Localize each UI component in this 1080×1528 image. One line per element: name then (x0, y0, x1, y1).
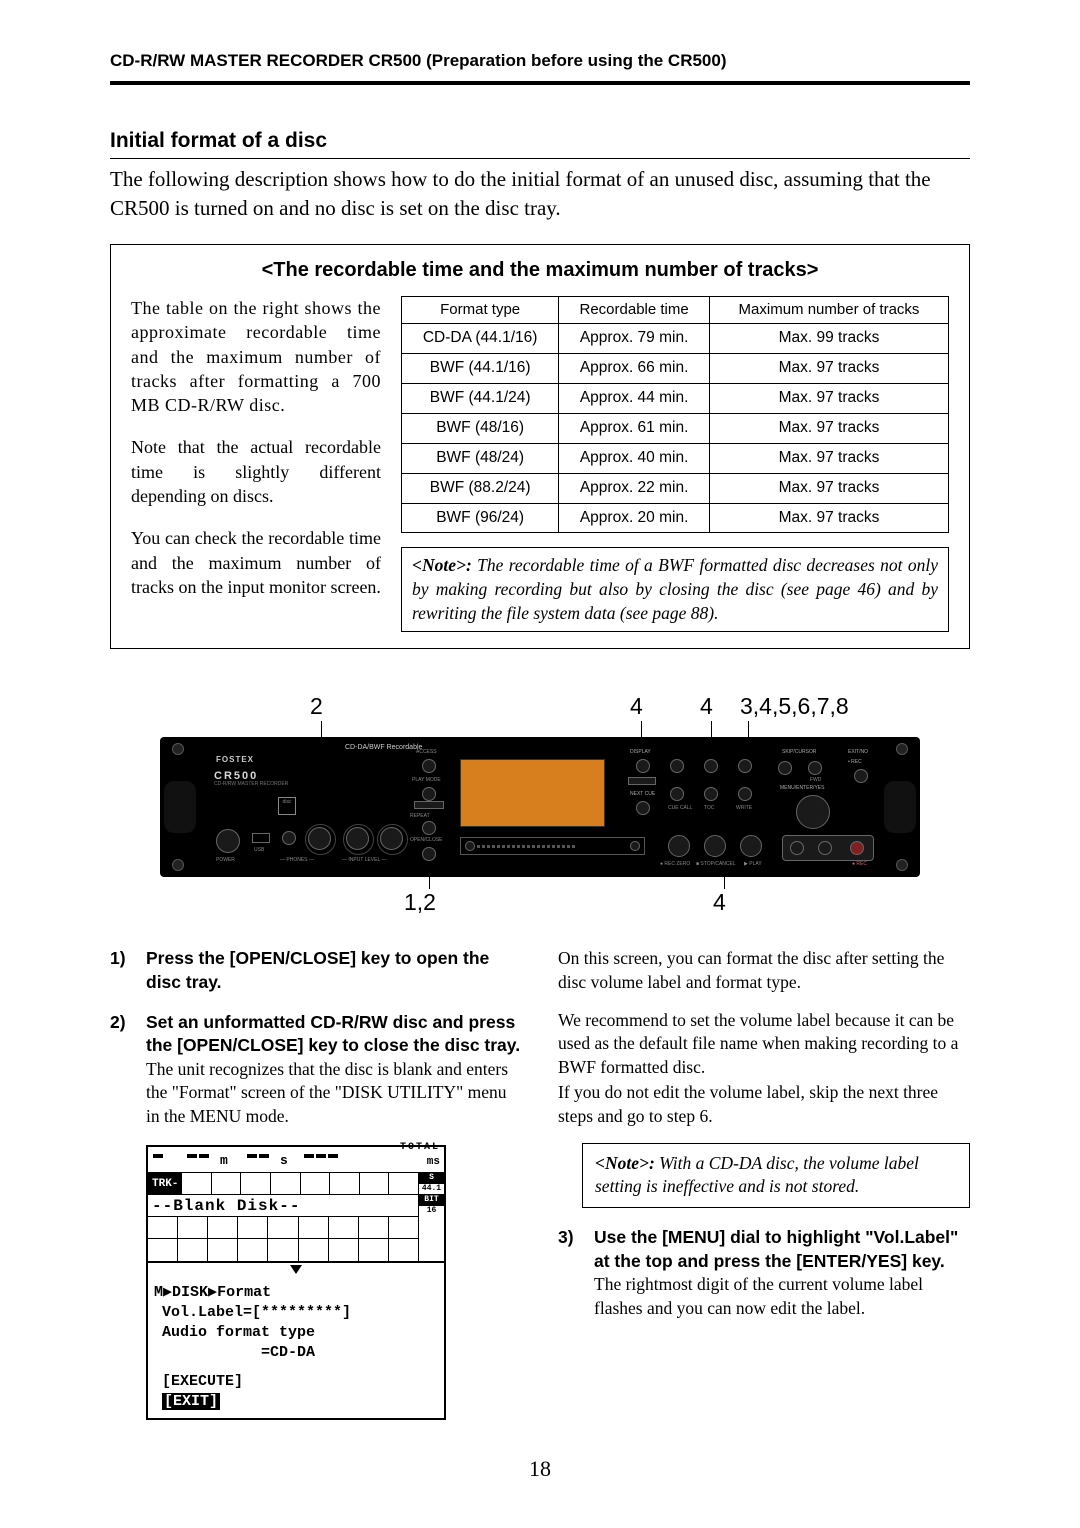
grid-2[interactable] (704, 759, 718, 773)
skip-right[interactable] (808, 761, 822, 775)
table-row: BWF (88.2/24)Approx. 22 min.Max. 97 trac… (402, 473, 949, 503)
transport-b1[interactable] (668, 835, 690, 857)
nextcue-button[interactable] (636, 801, 650, 815)
grid-3[interactable] (738, 759, 752, 773)
input-level-l-knob[interactable] (346, 827, 369, 850)
note-label: <Note>: (412, 555, 472, 575)
step-lead: Set an unformatted CD-R/RW disc and pres… (146, 1012, 520, 1056)
step-rest: The unit recognizes that the disc is bla… (146, 1059, 508, 1126)
intro-paragraph: The following description shows how to d… (110, 165, 970, 222)
right-column: On this screen, you can format the disc … (558, 947, 970, 1420)
brand-label: FOSTEX (216, 755, 254, 766)
step-rest: The rightmost digit of the current volum… (594, 1274, 923, 1318)
menu-dial[interactable] (796, 795, 830, 829)
callout-label: 3,4,5,6,7,8 (740, 691, 849, 722)
infobox-p3: You can check the recordable time and th… (131, 526, 381, 599)
callout-label: 2 (310, 691, 323, 722)
grid-6[interactable] (738, 787, 752, 801)
display-sub[interactable] (628, 777, 656, 785)
grid-1[interactable] (670, 759, 684, 773)
infobox-p2: Note that the actual recordable time is … (131, 435, 381, 508)
table-row: BWF (44.1/16)Approx. 66 min.Max. 97 trac… (402, 353, 949, 383)
callout-label: 1,2 (404, 887, 436, 918)
right-p1: On this screen, you can format the disc … (558, 947, 970, 994)
skip-left[interactable] (778, 761, 792, 775)
instruction-columns: 1) Press the [OPEN/CLOSE] key to open th… (110, 947, 970, 1420)
disc-logo-icon: disc (278, 797, 296, 815)
step-2: 2) Set an unformatted CD-R/RW disc and p… (110, 1011, 522, 1129)
step-lead: Use the [MENU] dial to highlight "Vol.La… (594, 1227, 958, 1271)
table-header: Maximum number of tracks (709, 296, 948, 323)
playmode-button[interactable] (422, 787, 436, 801)
left-column: 1) Press the [OPEN/CLOSE] key to open th… (110, 947, 522, 1420)
level-meter (460, 837, 645, 855)
running-header: CD-R/RW MASTER RECORDER CR500 (Preparati… (110, 50, 970, 85)
play-button[interactable] (740, 835, 762, 857)
open-close-button[interactable] (422, 847, 436, 861)
usb-port[interactable] (252, 833, 270, 843)
format-note: <Note>: The recordable time of a BWF for… (401, 547, 949, 632)
infobox-p1: The table on the right shows the approxi… (131, 296, 381, 417)
section-title: Initial format of a disc (110, 127, 970, 159)
grid-5[interactable] (704, 787, 718, 801)
step-lead: Press the [OPEN/CLOSE] key to open the d… (146, 948, 489, 992)
step-num: 1) (110, 947, 132, 994)
power-button[interactable] (216, 829, 240, 853)
lcd-menu-area: M▶DISK▶Format Vol.Label=[*********] Audi… (148, 1281, 444, 1419)
table-row: BWF (48/16)Approx. 61 min.Max. 97 tracks (402, 413, 949, 443)
page-number: 18 (110, 1454, 970, 1484)
infobox-left-text: The table on the right shows the approxi… (131, 296, 381, 599)
step-3: 3) Use the [MENU] dial to highlight "Vol… (558, 1226, 970, 1321)
phones-jack[interactable] (282, 831, 296, 845)
lcd-screen (460, 759, 605, 827)
cdda-note: <Note>: With a CD-DA disc, the volume la… (582, 1143, 970, 1208)
input-level-r-knob[interactable] (380, 827, 403, 850)
stop-button[interactable] (704, 835, 726, 857)
grid-4[interactable] (670, 787, 684, 801)
device-front-panel: FOSTEX CR500 CD-R/RW MASTER RECORDER CD-… (160, 737, 920, 877)
table-header: Recordable time (559, 296, 710, 323)
table-row: BWF (96/24)Approx. 20 min.Max. 97 tracks (402, 503, 949, 533)
peakhold-button[interactable] (414, 801, 444, 809)
step-num: 3) (558, 1226, 580, 1321)
recordable-label: CD-DA/BWF Recordable (345, 743, 422, 752)
table-row: CD-DA (44.1/16)Approx. 79 min.Max. 99 tr… (402, 323, 949, 353)
callout-label: 4 (630, 691, 643, 722)
right-p3: If you do not edit the volume label, ski… (558, 1081, 970, 1128)
step-1: 1) Press the [OPEN/CLOSE] key to open th… (110, 947, 522, 994)
recordable-time-infobox: <The recordable time and the maximum num… (110, 244, 970, 649)
step-num: 2) (110, 1011, 132, 1129)
table-row: BWF (48/24)Approx. 40 min.Max. 97 tracks (402, 443, 949, 473)
display-button[interactable] (636, 759, 650, 773)
right-p2: We recommend to set the volume label bec… (558, 1009, 970, 1080)
device-diagram: 2 4 4 3,4,5,6,7,8 FOSTEX CR500 CD-R/RW MAST… (160, 691, 920, 917)
note-label: <Note>: (595, 1153, 655, 1173)
exit-button[interactable] (854, 769, 868, 783)
callout-label: 4 (700, 691, 713, 722)
format-table: Format typeRecordable timeMaximum number… (401, 296, 949, 533)
model-sub-label: CD-R/RW MASTER RECORDER (214, 781, 288, 788)
note-text: The recordable time of a BWF formatted d… (412, 555, 938, 622)
callout-label: 4 (713, 887, 726, 918)
access-led (422, 759, 436, 773)
repeat-button[interactable] (422, 821, 436, 835)
phones-knob[interactable] (308, 827, 331, 850)
table-header: Format type (402, 296, 559, 323)
table-row: BWF (44.1/24)Approx. 44 min.Max. 97 trac… (402, 383, 949, 413)
infobox-title: <The recordable time and the maximum num… (131, 257, 949, 284)
lcd-mock: m s TOTAL ms TRK- (146, 1145, 446, 1421)
